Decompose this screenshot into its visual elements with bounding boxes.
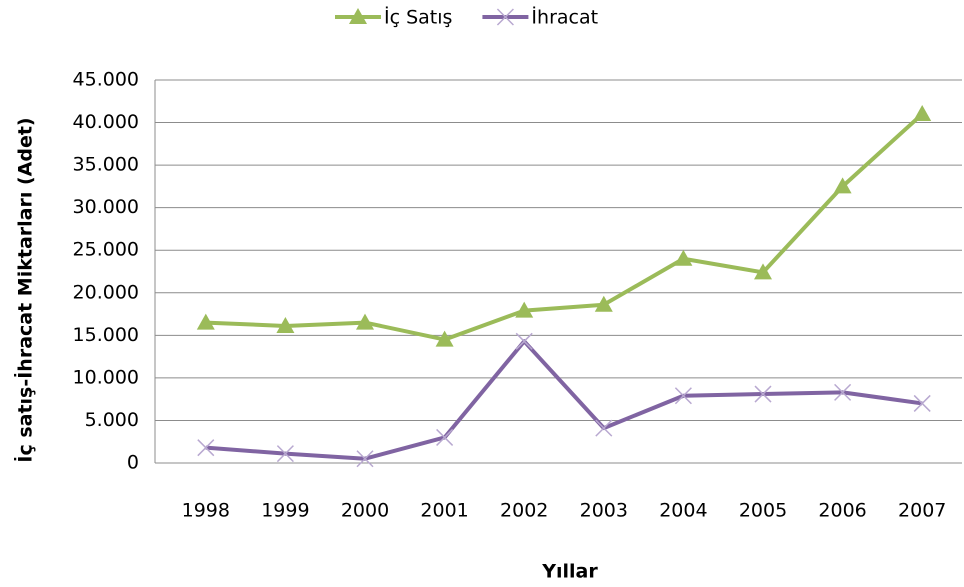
legend-label: İhracat bbox=[531, 6, 598, 29]
data-point bbox=[515, 301, 534, 318]
data-point bbox=[754, 385, 772, 403]
x-tick-label: 1999 bbox=[261, 500, 309, 522]
data-point bbox=[834, 383, 852, 401]
data-point bbox=[356, 313, 374, 330]
data-point bbox=[276, 445, 294, 463]
x-tick-label: 2001 bbox=[420, 500, 468, 522]
y-tick-label: 25.000 bbox=[73, 239, 139, 261]
series-line bbox=[205, 112, 924, 342]
x-tick-label: 2003 bbox=[580, 500, 628, 522]
x-tick-label: 2004 bbox=[659, 500, 707, 522]
legend-marker bbox=[349, 8, 367, 24]
data-point bbox=[276, 316, 295, 333]
legend-marker bbox=[496, 8, 514, 26]
x-tick-label: 2005 bbox=[739, 500, 787, 522]
y-tick-label: 45.000 bbox=[73, 69, 139, 91]
data-point bbox=[436, 428, 454, 446]
data-point bbox=[595, 419, 613, 437]
data-point bbox=[754, 263, 772, 280]
data-point bbox=[674, 249, 693, 266]
data-point bbox=[435, 330, 454, 347]
y-tick-label: 20.000 bbox=[73, 281, 139, 303]
y-tick-label: 10.000 bbox=[73, 366, 139, 388]
data-point bbox=[196, 313, 215, 330]
y-tick-label: 15.000 bbox=[73, 324, 139, 346]
y-axis-title: İç satış-İhracat Miktarları (Adet) bbox=[13, 117, 37, 462]
data-point bbox=[515, 332, 533, 350]
legend-label: İç Satış bbox=[384, 6, 452, 29]
data-point bbox=[913, 394, 931, 412]
data-point bbox=[594, 295, 613, 312]
x-tick-label: 2000 bbox=[341, 500, 389, 522]
data-point bbox=[197, 439, 215, 457]
y-tick-label: 35.000 bbox=[73, 154, 139, 176]
y-tick-label: 30.000 bbox=[73, 196, 139, 218]
data-point bbox=[913, 105, 932, 122]
x-tick-label: 2006 bbox=[818, 500, 866, 522]
x-axis-title: Yıllar bbox=[541, 561, 598, 583]
x-tick-label: 2007 bbox=[898, 500, 946, 522]
y-tick-label: 0 bbox=[127, 452, 139, 474]
data-point bbox=[833, 177, 852, 194]
series-line bbox=[205, 339, 923, 461]
y-tick-label: 5.000 bbox=[85, 409, 139, 431]
data-point bbox=[674, 387, 692, 405]
data-point bbox=[356, 450, 374, 468]
x-tick-label: 2002 bbox=[500, 500, 548, 522]
x-tick-label: 1998 bbox=[182, 500, 230, 522]
y-tick-label: 40.000 bbox=[73, 111, 139, 133]
